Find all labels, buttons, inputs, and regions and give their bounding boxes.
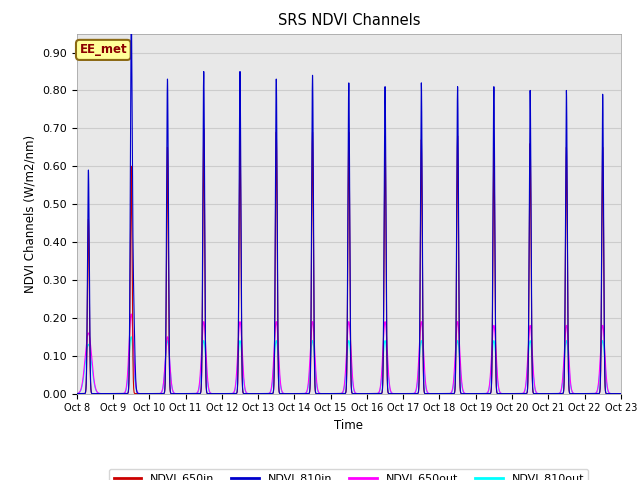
Text: EE_met: EE_met [79, 43, 127, 56]
Title: SRS NDVI Channels: SRS NDVI Channels [278, 13, 420, 28]
X-axis label: Time: Time [334, 419, 364, 432]
Y-axis label: NDVI Channels (W/m2/nm): NDVI Channels (W/m2/nm) [24, 134, 36, 293]
Legend: NDVI_650in, NDVI_810in, NDVI_650out, NDVI_810out: NDVI_650in, NDVI_810in, NDVI_650out, NDV… [109, 469, 588, 480]
